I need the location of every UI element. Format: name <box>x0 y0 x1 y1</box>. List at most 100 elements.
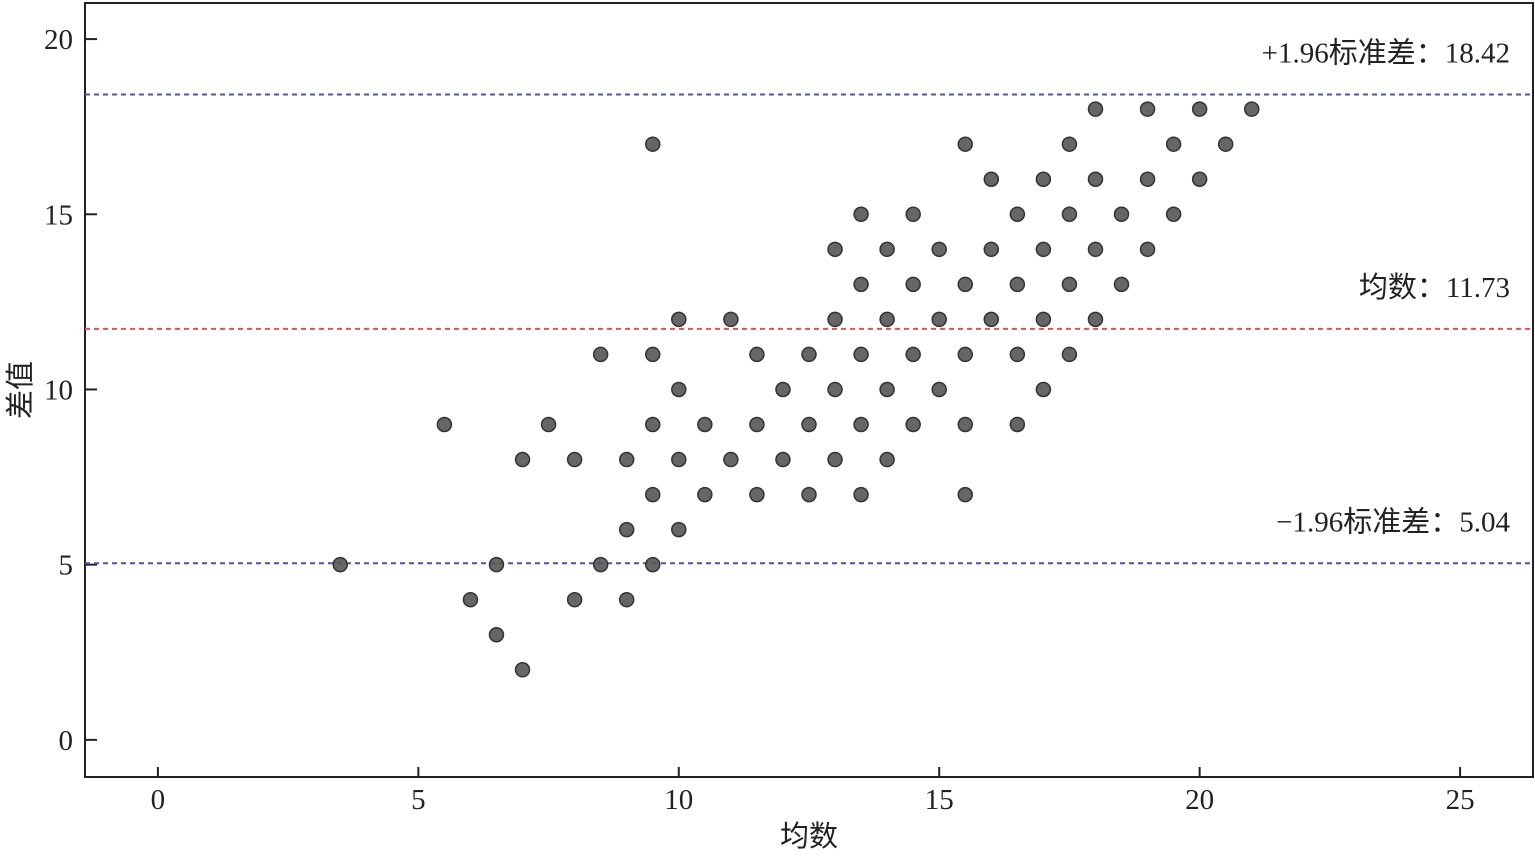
point <box>983 241 1000 258</box>
point <box>827 241 843 258</box>
x-tick-label: 15 <box>925 784 954 816</box>
point <box>1061 136 1078 152</box>
point <box>1191 171 1208 187</box>
y-tick-label: 20 <box>44 24 73 56</box>
point <box>827 451 843 468</box>
point <box>723 451 739 468</box>
point <box>905 346 921 363</box>
point <box>671 451 687 468</box>
plot-frame <box>84 2 1534 778</box>
point <box>1087 241 1104 258</box>
point <box>697 486 713 503</box>
y-axis-label: 差值 <box>4 361 37 419</box>
point <box>1009 276 1026 293</box>
x-tick-label: 0 <box>151 784 166 816</box>
y-tick-label: 5 <box>59 550 74 582</box>
point <box>931 241 947 258</box>
point <box>514 662 531 678</box>
y-tick-label: 0 <box>59 725 74 757</box>
point <box>671 521 687 538</box>
point <box>801 416 817 433</box>
point <box>905 206 921 223</box>
point <box>1061 276 1078 293</box>
point <box>931 311 947 328</box>
point <box>644 416 661 433</box>
point <box>801 346 817 363</box>
point <box>749 416 765 433</box>
point <box>749 346 765 363</box>
point <box>1191 101 1208 117</box>
point <box>592 346 609 363</box>
point <box>644 556 661 573</box>
point <box>697 416 713 433</box>
point <box>332 556 348 573</box>
point <box>1165 136 1182 152</box>
point <box>618 451 635 468</box>
point <box>853 416 869 433</box>
point <box>644 346 661 363</box>
point <box>671 381 687 398</box>
point <box>1035 241 1052 258</box>
point <box>775 381 791 398</box>
point <box>1217 136 1234 152</box>
point <box>488 556 505 573</box>
point <box>1243 101 1260 117</box>
reference-label: +1.96标准差：18.42 <box>1262 36 1510 69</box>
point <box>749 486 765 503</box>
point <box>983 171 1000 187</box>
x-tick-label: 10 <box>664 784 693 816</box>
point <box>853 276 869 293</box>
point <box>1087 311 1104 328</box>
point <box>1087 101 1104 117</box>
point <box>931 381 947 398</box>
point <box>853 346 869 363</box>
point <box>671 311 687 328</box>
point <box>957 486 974 503</box>
point <box>827 381 843 398</box>
point <box>957 276 974 293</box>
point <box>514 451 531 468</box>
point <box>879 241 895 258</box>
point <box>957 416 974 433</box>
point <box>879 381 895 398</box>
point <box>1113 206 1130 223</box>
point <box>853 206 869 223</box>
point <box>1035 381 1052 398</box>
point <box>853 486 869 503</box>
point <box>566 591 583 608</box>
y-tick-label: 10 <box>44 374 73 406</box>
point <box>1035 311 1052 328</box>
x-tick-label: 5 <box>411 784 426 816</box>
point <box>1139 241 1156 258</box>
point <box>827 311 843 328</box>
point <box>957 136 974 152</box>
point <box>1087 171 1104 187</box>
point <box>1009 346 1026 363</box>
point <box>1009 206 1026 223</box>
point <box>1139 171 1156 187</box>
point <box>879 451 895 468</box>
y-tick-label: 15 <box>44 199 73 231</box>
point <box>540 416 557 433</box>
x-tick-label: 20 <box>1185 784 1214 816</box>
point <box>462 591 479 608</box>
point <box>592 556 609 573</box>
point <box>775 451 791 468</box>
point <box>1061 346 1078 363</box>
point <box>436 416 453 433</box>
point <box>1061 206 1078 223</box>
point <box>618 591 635 608</box>
point <box>905 276 921 293</box>
point <box>488 626 505 643</box>
reference-label: 均数：11.73 <box>1359 271 1510 304</box>
x-tick-label: 25 <box>1446 784 1475 816</box>
point <box>1009 416 1026 433</box>
point <box>1035 171 1052 187</box>
point <box>1113 276 1130 293</box>
point <box>801 486 817 503</box>
point <box>957 346 974 363</box>
point <box>1139 101 1156 117</box>
point <box>566 451 583 468</box>
